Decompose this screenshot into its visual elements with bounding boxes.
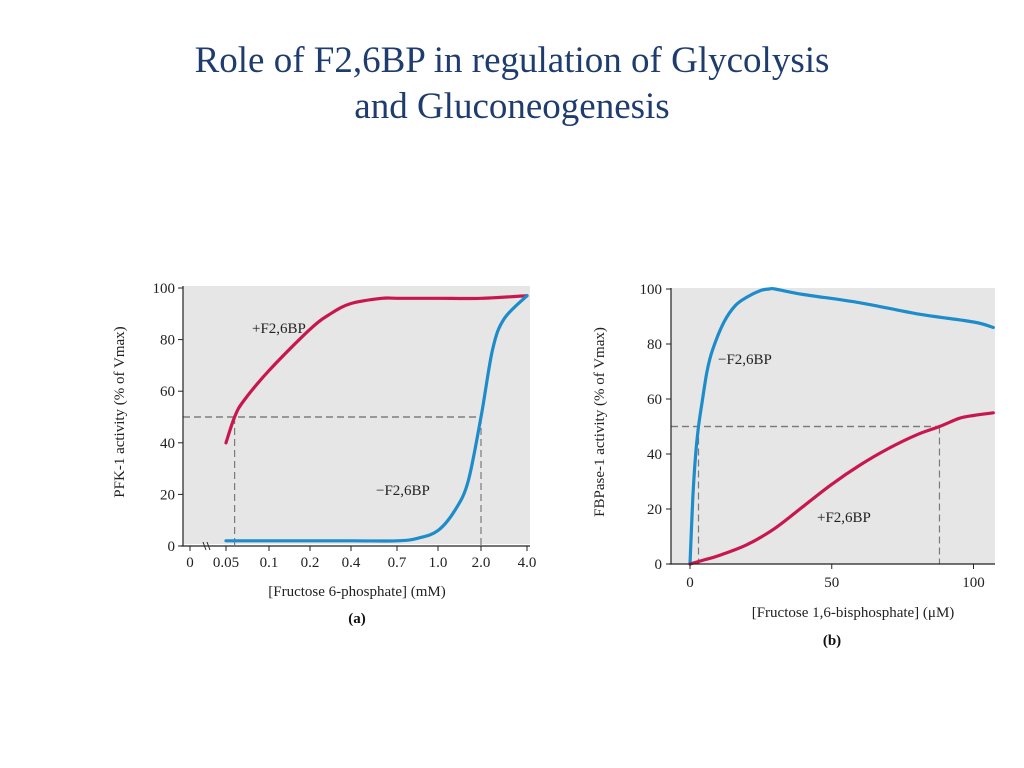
- chart-b-y-tick-label: 0: [655, 557, 663, 573]
- chart-a-series-plus-f26bp: [224, 294, 529, 445]
- chart-b-label-plus: +F2,6BP: [817, 510, 871, 526]
- chart-a-plot-area: [183, 286, 530, 544]
- chart-a-label-minus: −F2,6BP: [376, 483, 430, 499]
- chart-b-xlabel: [Fructose 1,6-bisphosphate] (μM): [752, 605, 955, 621]
- chart-b-y-tick-label: 40: [647, 447, 662, 463]
- chart-a-axis-break-mark: [206, 541, 211, 551]
- chart-a-ylabel: PFK-1 activity (% of Vmax): [112, 326, 128, 497]
- chart-b-series-minus-f26bp: [688, 286, 995, 566]
- title-line-2: and Gluconeogenesis: [354, 86, 670, 127]
- chart-b: 0 50 100 0 20 40 60 80 100 −F2,6BP +F2,6BP [Fruc…: [592, 282, 995, 649]
- chart-b-y-tick-label: 20: [647, 502, 662, 518]
- chart-a-x-tick-label: 0.2: [301, 555, 320, 571]
- chart-b-label-minus: −F2,6BP: [718, 352, 772, 368]
- chart-a-y-tick-label: 60: [160, 384, 175, 400]
- chart-a-xlabel: [Fructose 6-phosphate] (mM): [268, 584, 445, 600]
- chart-a-x-tick-label: 4.0: [518, 555, 537, 571]
- chart-a-y-tick-label: 20: [160, 487, 175, 503]
- chart-a-x-tick-label: 0.1: [260, 555, 279, 571]
- chart-a-label-plus: +F2,6BP: [252, 321, 306, 337]
- chart-a-y-tick-label: 100: [153, 281, 176, 297]
- chart-b-y-tick-label: 80: [647, 337, 662, 353]
- chart-a-xlabel-text: [Fructose 6-phosphate] (mM): [268, 584, 445, 600]
- chart-a-x-tick-label: 0: [186, 555, 194, 571]
- chart-b-ylabel: FBPase-1 activity (% of Vmax): [592, 327, 608, 517]
- chart-b-x-tick-label: 100: [962, 575, 985, 591]
- chart-a-y-tick-label: 40: [160, 436, 175, 452]
- chart-a-caption: (a): [348, 611, 366, 627]
- chart-a: 0 0.05 0.1 0.2 0.4 0.7 1.0 2.0 4.0 0 20 40 60 80 100 +…: [112, 281, 536, 627]
- chart-a-axis-break-mark: [202, 541, 207, 551]
- chart-a-x-tick-label: 0.05: [213, 555, 239, 571]
- chart-b-x-tick-label: 0: [686, 575, 694, 591]
- chart-b-y-tick-label: 60: [647, 392, 662, 408]
- chart-b-x-tick-label: 50: [824, 575, 839, 591]
- chart-b-series-plus-f26bp: [688, 411, 995, 566]
- title-line-1: Role of F2,6BP in regulation of Glycolys…: [194, 40, 830, 81]
- chart-b-y-tick-label: 100: [640, 282, 663, 298]
- chart-a-series-minus-f26bp: [224, 294, 529, 543]
- chart-a-x-tick-label: 1.0: [429, 555, 448, 571]
- chart-b-caption: (b): [823, 633, 841, 649]
- chart-a-y-tick-label: 80: [160, 333, 175, 349]
- chart-a-y-tick-label: 0: [168, 539, 176, 555]
- chart-a-x-tick-label: 0.4: [342, 555, 361, 571]
- chart-a-x-tick-label: 0.7: [388, 555, 407, 571]
- chart-a-x-tick-label: 2.0: [472, 555, 491, 571]
- slide-title: Role of F2,6BP in regulation of Glycolys…: [0, 38, 1024, 130]
